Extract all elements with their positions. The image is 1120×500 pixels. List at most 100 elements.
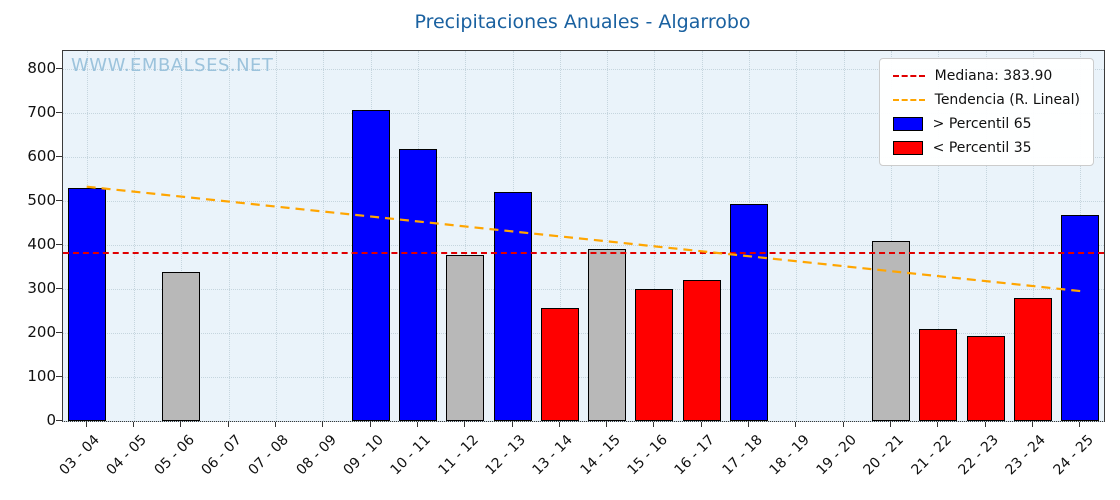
gridline-vertical bbox=[796, 51, 798, 421]
x-tick bbox=[842, 421, 844, 427]
y-tick-label: 300 bbox=[27, 278, 56, 297]
bar-14-15 bbox=[588, 249, 627, 421]
legend: Mediana: 383.90 Tendencia (R. Lineal) > Pe… bbox=[878, 58, 1094, 166]
bar-23-24 bbox=[1014, 297, 1053, 421]
bar-03-04 bbox=[67, 188, 106, 421]
gridline-vertical bbox=[228, 51, 230, 421]
x-tick-label: 09 - 10 bbox=[340, 432, 387, 479]
chart-title: Precipitaciones Anuales - Algarrobo bbox=[414, 11, 751, 33]
bar-13-14 bbox=[540, 308, 579, 421]
x-tick-label: 15 - 16 bbox=[624, 432, 671, 479]
x-tick-label: 18 - 19 bbox=[766, 432, 813, 479]
legend-label: > Percentil 65 bbox=[932, 116, 1032, 132]
bar-11-12 bbox=[446, 254, 485, 421]
x-tick bbox=[748, 421, 750, 427]
x-tick-label: 03 - 04 bbox=[56, 432, 103, 479]
x-tick bbox=[274, 421, 276, 427]
gridline-vertical bbox=[133, 51, 135, 421]
x-tick bbox=[464, 421, 466, 427]
x-tick bbox=[795, 421, 797, 427]
legend-item: Tendencia (R. Lineal) bbox=[892, 92, 1080, 108]
x-tick bbox=[558, 421, 560, 427]
x-tick-label: 07 - 08 bbox=[245, 432, 293, 479]
bar-16-17 bbox=[682, 280, 721, 421]
x-tick-label: 12 - 13 bbox=[482, 432, 529, 479]
x-tick-label: 19 - 20 bbox=[813, 432, 861, 479]
gridline-vertical bbox=[843, 51, 845, 421]
legend-item: > Percentil 65 bbox=[892, 116, 1080, 132]
y-tick-label: 400 bbox=[27, 234, 56, 253]
x-tick-label: 23 - 24 bbox=[1002, 432, 1050, 479]
legend-swatch bbox=[892, 75, 925, 77]
x-tick bbox=[416, 421, 418, 427]
bar-10-11 bbox=[398, 148, 437, 421]
x-tick bbox=[700, 421, 702, 427]
legend-item: < Percentil 35 bbox=[892, 140, 1080, 156]
y-tick bbox=[56, 375, 62, 377]
x-tick bbox=[85, 421, 87, 427]
y-tick bbox=[56, 67, 62, 69]
y-tick-label: 700 bbox=[27, 102, 56, 121]
x-tick bbox=[227, 421, 229, 427]
y-tick-label: 800 bbox=[27, 58, 56, 77]
x-tick bbox=[1079, 421, 1081, 427]
bar-15-16 bbox=[635, 288, 674, 421]
legend-label: Mediana: 383.90 bbox=[934, 68, 1053, 84]
x-tick-label: 08 - 09 bbox=[293, 432, 340, 479]
legend-swatch bbox=[892, 99, 925, 101]
x-tick bbox=[984, 421, 986, 427]
x-tick bbox=[653, 421, 655, 427]
x-tick bbox=[132, 421, 134, 427]
x-tick bbox=[937, 421, 939, 427]
y-tick-label: 0 bbox=[46, 411, 56, 429]
x-tick bbox=[180, 421, 182, 427]
x-tick bbox=[322, 421, 324, 427]
gridline-horizontal bbox=[63, 244, 1104, 246]
bar-22-23 bbox=[966, 336, 1005, 421]
gridline-horizontal bbox=[63, 376, 1104, 378]
gridline-horizontal bbox=[63, 288, 1104, 290]
x-tick-label: 05 - 06 bbox=[151, 432, 198, 479]
y-tick bbox=[56, 111, 62, 113]
bar-17-18 bbox=[730, 204, 769, 421]
y-tick-label: 100 bbox=[27, 366, 56, 385]
x-tick bbox=[606, 421, 608, 427]
plot-area: WWW.EMBALSES.NET Mediana: 383.90 Tendenci… bbox=[62, 50, 1105, 422]
legend-label: Tendencia (R. Lineal) bbox=[934, 92, 1080, 108]
x-tick-label: 06 - 07 bbox=[198, 432, 245, 479]
y-tick bbox=[56, 331, 62, 333]
y-tick-label: 600 bbox=[27, 146, 56, 165]
x-tick-label: 17 - 18 bbox=[719, 432, 766, 479]
x-tick-label: 24 - 25 bbox=[1050, 432, 1097, 479]
gridline-horizontal bbox=[63, 156, 1104, 158]
bar-20-21 bbox=[872, 241, 911, 421]
median-line bbox=[63, 251, 1104, 254]
gridline-horizontal bbox=[63, 68, 1104, 70]
x-tick bbox=[511, 421, 513, 427]
legend-swatch bbox=[892, 117, 923, 131]
y-tick bbox=[56, 199, 62, 201]
legend-swatch bbox=[892, 141, 923, 155]
legend-item: Mediana: 383.90 bbox=[892, 68, 1080, 84]
gridline-horizontal bbox=[63, 200, 1104, 202]
x-tick bbox=[1032, 421, 1034, 427]
bar-05-06 bbox=[162, 272, 201, 421]
x-tick-label: 04 - 05 bbox=[103, 432, 151, 479]
legend-label: < Percentil 35 bbox=[932, 140, 1032, 156]
x-tick-label: 20 - 21 bbox=[861, 432, 908, 479]
gridline-horizontal bbox=[63, 112, 1104, 114]
x-tick-label: 11 - 12 bbox=[435, 432, 482, 479]
watermark: WWW.EMBALSES.NET bbox=[71, 55, 274, 76]
x-tick bbox=[890, 421, 892, 427]
y-tick-label: 500 bbox=[27, 190, 56, 209]
bar-21-22 bbox=[919, 328, 958, 421]
x-tick bbox=[369, 421, 371, 427]
y-tick-label: 200 bbox=[27, 322, 56, 341]
gridline-horizontal bbox=[63, 421, 1104, 422]
y-tick bbox=[56, 420, 62, 421]
x-tick-label: 22 - 23 bbox=[955, 432, 1003, 479]
bar-24-25 bbox=[1061, 214, 1100, 421]
x-tick-label: 14 - 15 bbox=[577, 432, 624, 479]
x-tick-label: 16 - 17 bbox=[671, 432, 719, 479]
